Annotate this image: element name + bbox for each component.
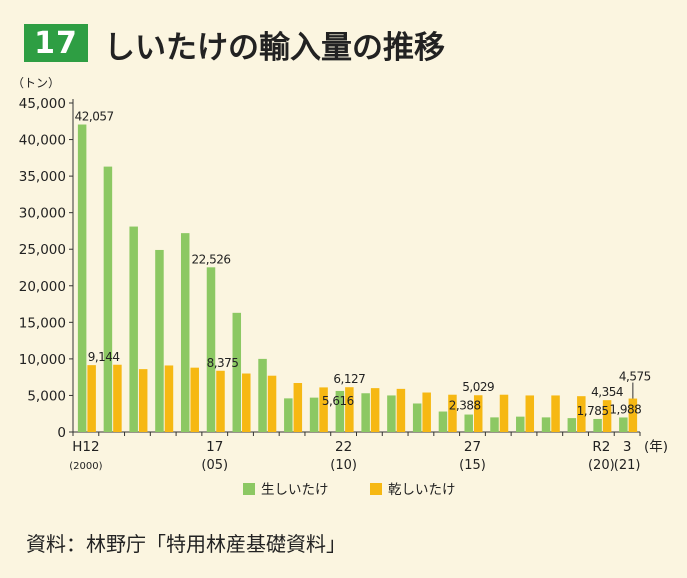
x-tick-sublabel: (20) xyxy=(588,458,615,473)
data-label: 1,988 xyxy=(609,402,641,416)
legend-swatch xyxy=(370,483,382,495)
chart-title: しいたけの輸入量の推移 xyxy=(104,30,445,66)
y-tick-label: 0 xyxy=(57,425,66,441)
bar-fresh-shiitake xyxy=(77,124,87,432)
bar-dried-shiitake xyxy=(370,388,380,432)
bar-dried-shiitake xyxy=(87,365,96,432)
x-axis-unit-label: (年) xyxy=(644,439,668,455)
bar-fresh-shiitake xyxy=(129,226,138,432)
data-label: 5,029 xyxy=(462,380,494,394)
source-note: 資料：林野庁「特用林産基礎資料」 xyxy=(26,532,346,556)
bar-fresh-shiitake xyxy=(335,390,345,432)
x-tick-sublabel: (21) xyxy=(614,458,641,473)
bar-dried-shiitake xyxy=(499,394,509,432)
bar-fresh-shiitake xyxy=(516,416,525,432)
bar-dried-shiitake xyxy=(113,364,122,432)
chart-number-badge: 17 xyxy=(24,24,88,62)
data-label: 4,354 xyxy=(591,385,623,399)
x-tick-sublabel: (2000) xyxy=(69,461,102,472)
bar-fresh-shiitake xyxy=(361,393,370,432)
bar-dried-shiitake xyxy=(525,395,535,432)
y-tick-label: 20,000 xyxy=(19,279,66,295)
x-tick-label: R2 xyxy=(592,439,610,455)
x-tick-sublabel: (05) xyxy=(201,458,228,473)
bar-dried-shiitake xyxy=(448,394,457,432)
bar-fresh-shiitake xyxy=(541,417,551,432)
data-label: 2,388 xyxy=(449,399,481,413)
legend-label: 乾しいたけ xyxy=(388,482,456,498)
bar-dried-shiitake xyxy=(138,369,148,432)
bar-dried-shiitake xyxy=(628,398,638,432)
bar-fresh-shiitake xyxy=(103,166,113,432)
x-tick-label: 27 xyxy=(464,439,481,455)
y-tick-label: 10,000 xyxy=(19,352,66,368)
x-tick-sublabel: (10) xyxy=(330,458,357,473)
bar-chart: 05,00010,00015,00020,00025,00030,00035,0… xyxy=(12,76,668,498)
y-tick-label: 15,000 xyxy=(19,315,66,331)
bar-dried-shiitake xyxy=(190,367,199,432)
bar-fresh-shiitake xyxy=(284,398,293,432)
bar-fresh-shiitake xyxy=(438,411,448,432)
bar-dried-shiitake xyxy=(242,373,251,432)
data-label: 9,144 xyxy=(88,350,120,364)
x-tick-label: 22 xyxy=(335,439,352,455)
y-tick-label: 5,000 xyxy=(27,388,66,404)
bar-dried-shiitake xyxy=(473,395,483,432)
bar-fresh-shiitake xyxy=(464,414,473,432)
bar-dried-shiitake xyxy=(345,387,354,432)
y-tick-label: 35,000 xyxy=(19,169,66,185)
bar-fresh-shiitake xyxy=(232,312,242,432)
bar-dried-shiitake xyxy=(422,392,431,432)
bar-fresh-shiitake xyxy=(619,417,628,432)
bar-fresh-shiitake xyxy=(309,397,319,432)
bar-dried-shiitake xyxy=(551,395,560,432)
data-label: 4,575 xyxy=(619,370,651,384)
legend-label: 生しいたけ xyxy=(261,482,329,498)
data-label: 6,127 xyxy=(333,372,365,386)
bar-dried-shiitake xyxy=(164,365,174,432)
bar-fresh-shiitake xyxy=(180,233,190,432)
data-label: 8,375 xyxy=(207,356,239,370)
bar-fresh-shiitake xyxy=(387,395,396,432)
x-tick-label: 17 xyxy=(206,439,223,455)
data-label: 42,057 xyxy=(75,110,114,124)
bar-dried-shiitake xyxy=(396,388,406,432)
y-axis-unit-label: （トン） xyxy=(12,76,60,90)
bar-fresh-shiitake xyxy=(155,249,164,432)
bar-fresh-shiitake xyxy=(567,418,577,432)
x-tick-label: 3 xyxy=(623,439,632,455)
y-tick-label: 30,000 xyxy=(19,206,66,222)
x-tick-sublabel: (15) xyxy=(459,458,486,473)
bar-dried-shiitake xyxy=(319,387,328,432)
bar-dried-shiitake xyxy=(293,383,303,432)
bar-fresh-shiitake xyxy=(593,418,602,432)
y-tick-label: 40,000 xyxy=(19,133,66,149)
bar-dried-shiitake xyxy=(267,375,277,432)
data-label: 22,526 xyxy=(192,252,231,266)
data-label: 5,616 xyxy=(322,394,354,408)
x-tick-label: H12 xyxy=(72,439,99,455)
bar-fresh-shiitake xyxy=(490,417,499,432)
bar-dried-shiitake xyxy=(602,400,612,432)
bar-fresh-shiitake xyxy=(412,403,422,432)
legend-swatch xyxy=(243,483,255,495)
data-label: 1,785 xyxy=(577,404,609,418)
bar-fresh-shiitake xyxy=(258,358,267,432)
y-tick-label: 25,000 xyxy=(19,242,66,258)
y-tick-label: 45,000 xyxy=(19,96,66,112)
bar-fresh-shiitake xyxy=(206,267,216,432)
bar-dried-shiitake xyxy=(577,396,586,432)
bar-dried-shiitake xyxy=(216,370,225,432)
